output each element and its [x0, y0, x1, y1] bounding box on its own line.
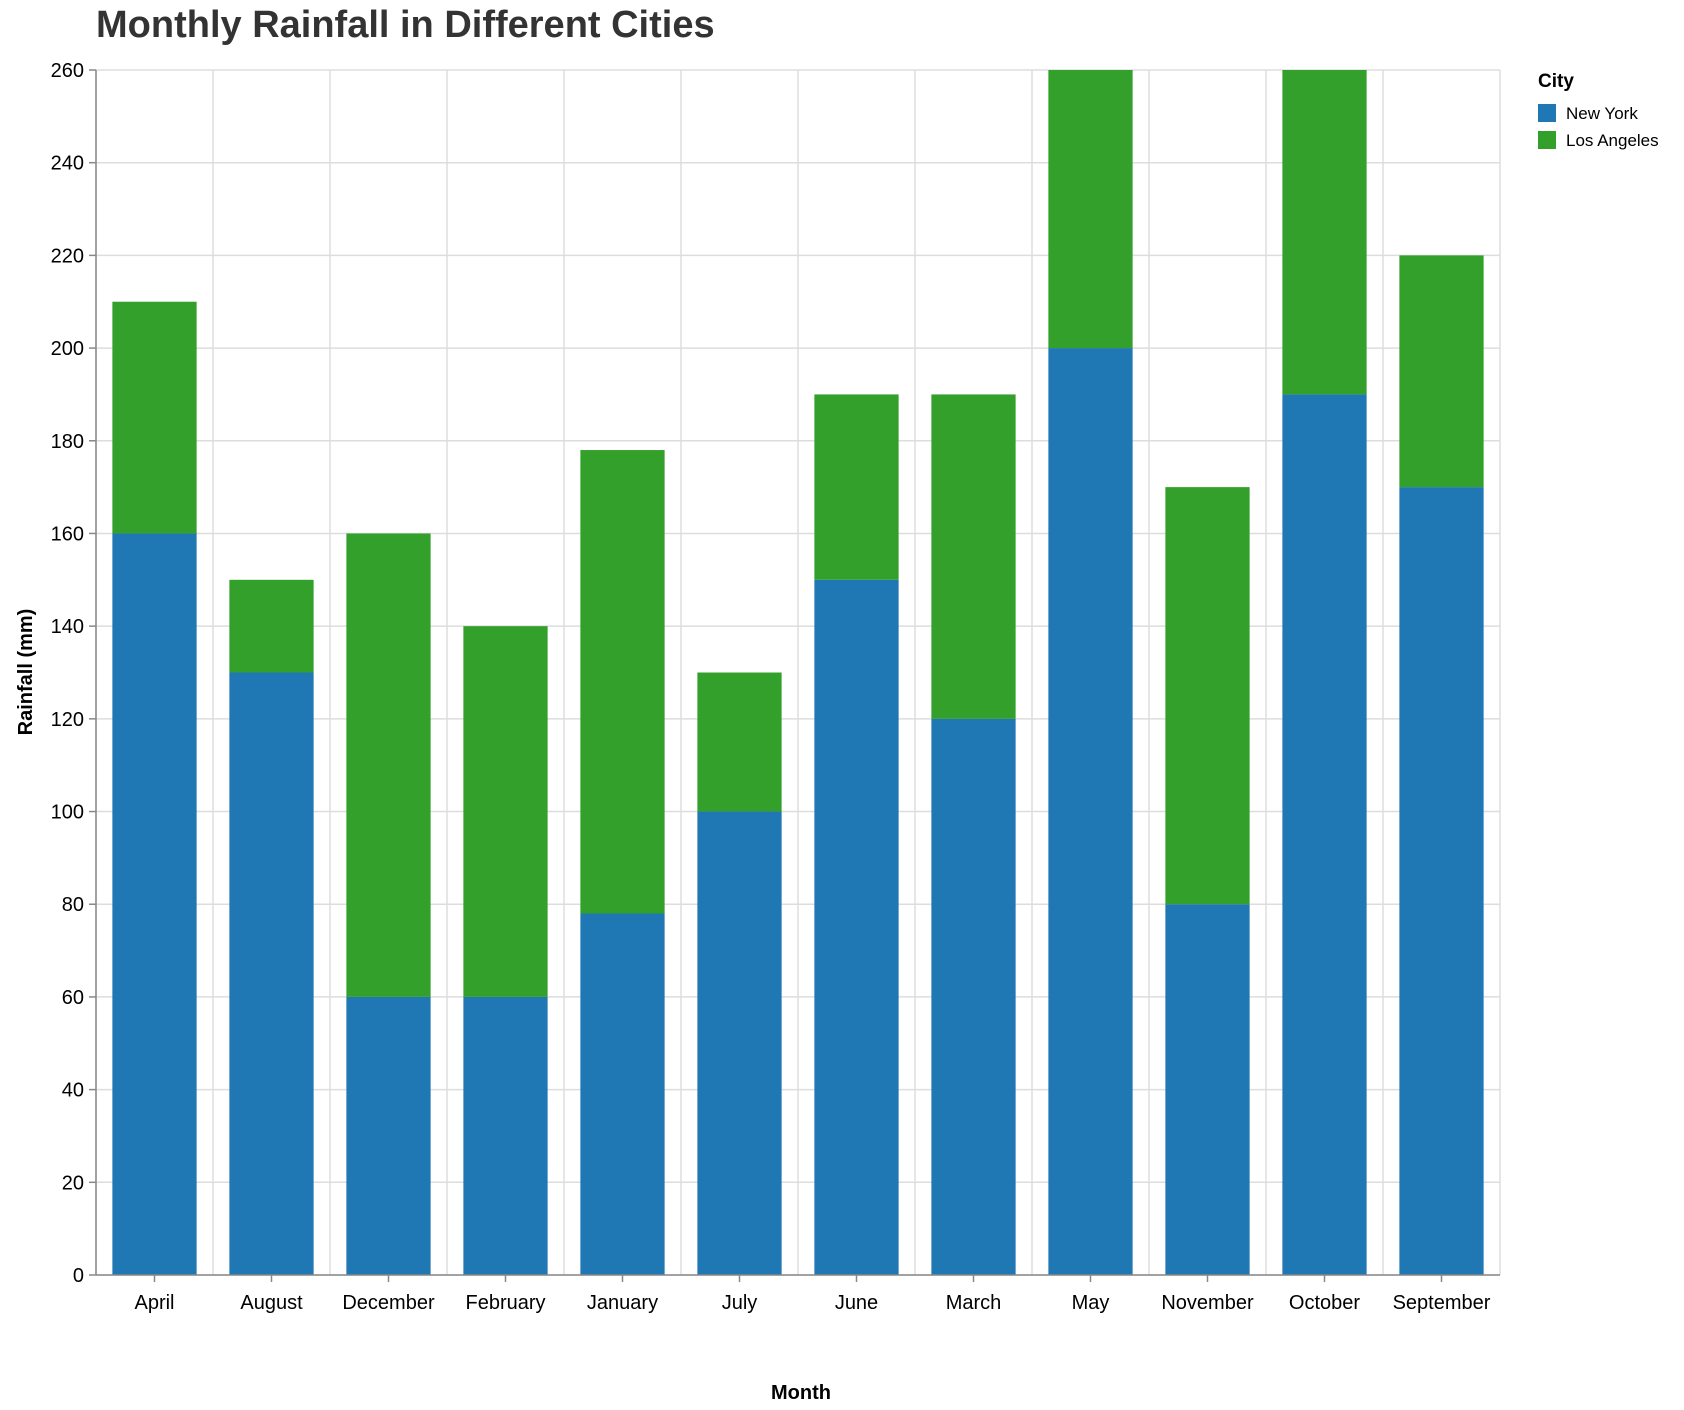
y-tick-label: 80	[62, 894, 84, 916]
x-tick-label: November	[1161, 1292, 1254, 1314]
bar-new-york-april	[112, 533, 197, 1275]
bar-los-angeles-december	[346, 533, 431, 997]
legend-swatch-new-york	[1538, 104, 1556, 122]
x-tick-label: February	[465, 1292, 545, 1314]
y-tick-label: 240	[51, 153, 84, 175]
bar-new-york-october	[1282, 394, 1367, 1275]
bar-los-angeles-august	[229, 579, 314, 673]
x-tick-label: September	[1393, 1292, 1491, 1314]
y-tick-label: 100	[51, 802, 84, 824]
bar-new-york-june	[814, 579, 899, 1275]
x-tick-label: January	[587, 1292, 658, 1314]
chart-title: Monthly Rainfall in Different Cities	[96, 4, 715, 46]
x-tick-label: December	[342, 1292, 435, 1314]
bar-new-york-may	[1048, 348, 1133, 1276]
y-tick-label: 200	[51, 338, 84, 360]
bar-los-angeles-november	[1165, 487, 1250, 905]
legend-label-los-angeles: Los Angeles	[1566, 131, 1659, 150]
y-tick-label: 140	[51, 616, 84, 638]
y-tick-label: 120	[51, 709, 84, 731]
x-tick-label: May	[1072, 1292, 1110, 1314]
bar-new-york-september	[1399, 487, 1484, 1276]
y-tick-label: 220	[51, 245, 84, 267]
y-tick-label: 60	[62, 987, 84, 1009]
bar-los-angeles-february	[463, 626, 548, 997]
legend-title: City	[1538, 71, 1574, 92]
y-tick-label: 0	[73, 1265, 84, 1287]
y-tick-label: 180	[51, 431, 84, 453]
bar-los-angeles-april	[112, 301, 197, 534]
bar-los-angeles-march	[931, 394, 1016, 719]
x-tick-label: October	[1289, 1292, 1360, 1314]
x-tick-label: August	[240, 1292, 303, 1314]
x-tick-label: April	[134, 1292, 174, 1314]
legend-label-new-york: New York	[1566, 104, 1638, 123]
bar-los-angeles-may	[1048, 70, 1133, 349]
y-tick-label: 20	[62, 1172, 84, 1194]
bars	[112, 70, 1484, 1276]
y-axis-title: Rainfall (mm)	[15, 609, 37, 736]
legend: City New York Los Angeles	[1538, 71, 1659, 150]
x-tick-label: July	[722, 1292, 758, 1314]
bar-new-york-february	[463, 996, 548, 1275]
bar-los-angeles-october	[1282, 70, 1367, 395]
axes: 0 20 40 60 80 100 120 140 160 180 200 220 240 260 Apri…	[51, 60, 1500, 1314]
bar-new-york-december	[346, 996, 431, 1275]
bar-los-angeles-june	[814, 394, 899, 580]
bar-new-york-january	[580, 913, 665, 1275]
bar-new-york-march	[931, 718, 1016, 1275]
bar-new-york-july	[697, 811, 782, 1275]
bar-los-angeles-january	[580, 450, 665, 914]
y-tick-label: 40	[62, 1080, 84, 1102]
bar-new-york-november	[1165, 904, 1250, 1275]
bar-new-york-august	[229, 672, 314, 1275]
bar-los-angeles-september	[1399, 255, 1484, 488]
y-tick-label: 160	[51, 523, 84, 545]
y-tick-label: 260	[51, 60, 84, 82]
x-axis-title: Month	[771, 1382, 831, 1404]
x-tick-label: March	[946, 1292, 1002, 1314]
legend-swatch-los-angeles	[1538, 131, 1556, 149]
x-tick-label: June	[835, 1292, 878, 1314]
bar-los-angeles-july	[697, 672, 782, 812]
